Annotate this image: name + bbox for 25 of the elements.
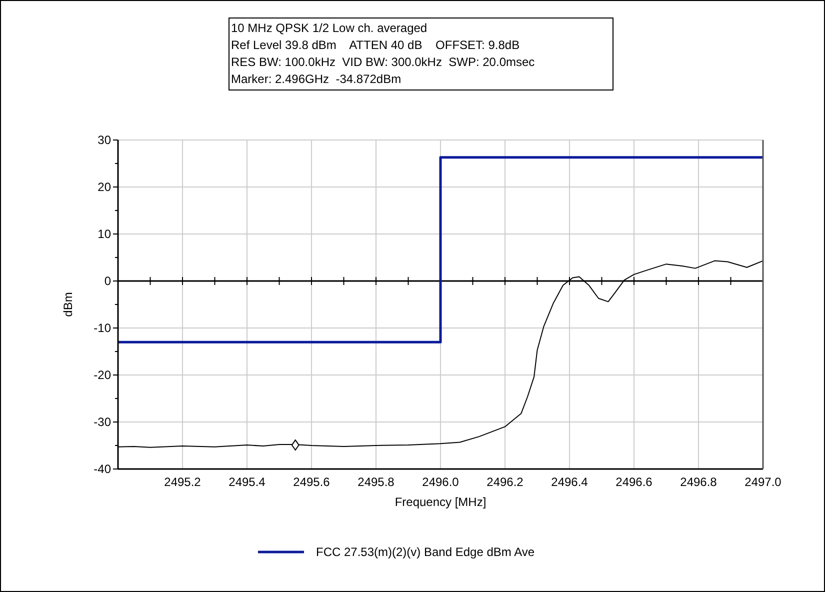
x-tick-label: 2496.4 — [551, 475, 588, 489]
y-tick-label: -30 — [94, 415, 112, 429]
x-tick-label: 2496.8 — [680, 475, 718, 489]
x-tick-label: 2495.2 — [164, 475, 202, 489]
x-tick-label: 2495.4 — [228, 475, 266, 489]
x-tick-label: 2495.6 — [293, 475, 330, 489]
text: Ref Level 39.8 dBm ATTEN 40 dB OFFSET: 9.8dB — [231, 38, 520, 52]
y-tick-label: 10 — [98, 227, 112, 241]
text: Marker: 2.496GHz -34.872dBm — [231, 72, 402, 86]
y-tick-label: -10 — [94, 321, 112, 335]
y-axis-title: dBm — [61, 292, 75, 317]
x-tick-label: 2496.6 — [616, 475, 653, 489]
legend-label: FCC 27.53(m)(2)(v) Band Edge dBm Ave — [316, 545, 535, 559]
text: RES BW: 100.0kHz VID BW: 300.0kHz SWP: 20.0msec — [231, 55, 535, 69]
x-tick-label: 2496.0 — [422, 475, 460, 489]
y-tick-label: 30 — [98, 133, 112, 147]
y-tick-label: -40 — [94, 462, 112, 476]
y-tick-label: -20 — [94, 368, 112, 382]
x-tick-label: 2495.8 — [358, 475, 395, 489]
x-tick-label: 2497.0 — [744, 475, 782, 489]
x-axis-title: Frequency [MHz] — [394, 495, 486, 509]
y-tick-label: 0 — [104, 274, 112, 288]
x-tick-label: 2496.2 — [486, 475, 524, 489]
chart-title: 10 MHz QPSK 1/2 Low ch. averaged — [231, 21, 428, 35]
y-tick-label: 20 — [98, 180, 112, 194]
